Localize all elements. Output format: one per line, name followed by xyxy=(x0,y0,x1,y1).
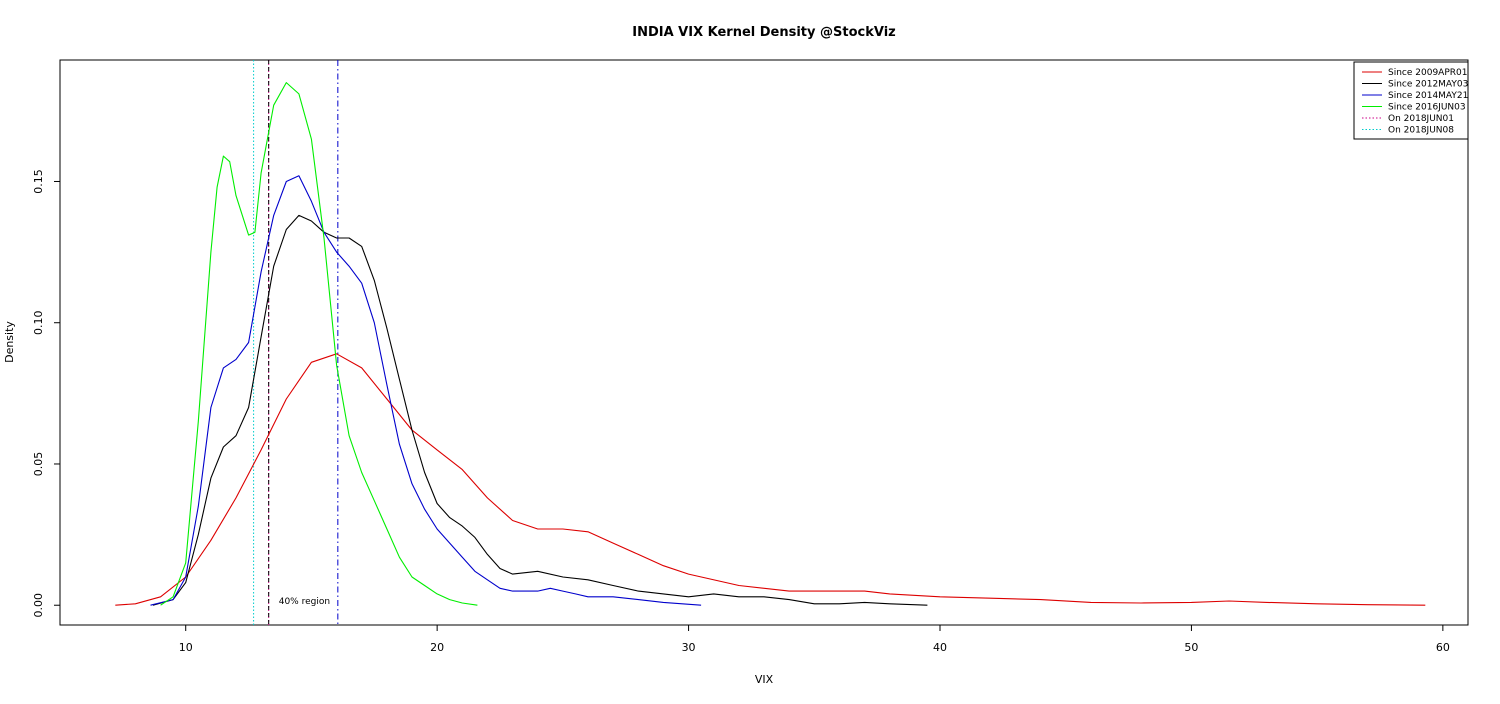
legend-label: Since 2014MAY21 xyxy=(1388,91,1468,101)
annotations: 40% region xyxy=(279,597,330,607)
x-tick-label: 20 xyxy=(430,641,444,654)
legend-label: On 2018JUN01 xyxy=(1388,114,1454,124)
x-tick-label: 40 xyxy=(933,641,947,654)
x-axis-label: VIX xyxy=(755,673,774,686)
y-tick-label: 0.05 xyxy=(32,452,45,477)
series-line xyxy=(150,175,702,606)
legend-label: Since 2009APR01 xyxy=(1388,68,1467,78)
series-line xyxy=(160,82,478,606)
plot-frame xyxy=(59,59,1469,626)
y-tick-label: 0.10 xyxy=(32,310,45,335)
legend-label: Since 2012MAY03 xyxy=(1388,80,1468,90)
x-tick-label: 50 xyxy=(1184,641,1198,654)
x-tick-label: 60 xyxy=(1436,641,1450,654)
series-line xyxy=(115,353,1426,606)
y-tick-label: 0.00 xyxy=(32,593,45,618)
legend-label: Since 2016JUN03 xyxy=(1388,103,1466,113)
x-tick-label: 10 xyxy=(179,641,193,654)
legend-box xyxy=(1353,61,1469,140)
y-axis-label: Density xyxy=(3,321,16,363)
legend-label: On 2018JUN08 xyxy=(1388,126,1454,136)
y-axis: 0.00 0.05 0.10 0.15 xyxy=(32,169,61,618)
y-tick-label: 0.15 xyxy=(32,169,45,194)
vertical-lines xyxy=(253,60,339,625)
chart-title: INDIA VIX Kernel Density @StockViz xyxy=(632,25,896,40)
x-axis: 10 20 30 40 50 60 xyxy=(179,624,1450,654)
annotation-label: 40% region xyxy=(279,597,330,607)
density-series xyxy=(115,82,1426,606)
x-tick-label: 30 xyxy=(682,641,696,654)
series-line xyxy=(152,214,928,606)
